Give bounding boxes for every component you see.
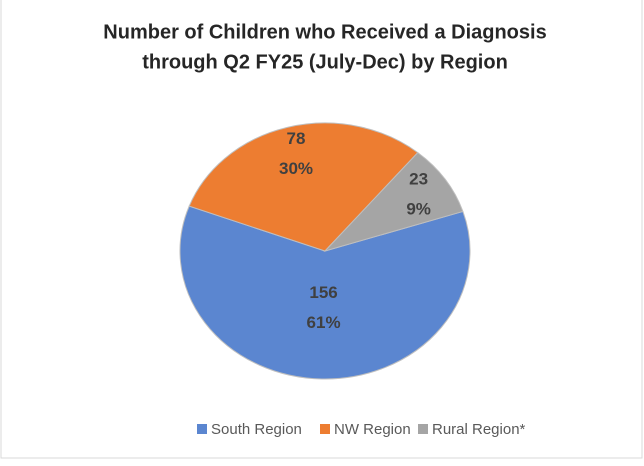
legend-swatch bbox=[197, 424, 207, 434]
data-label: 23 bbox=[409, 169, 428, 188]
chart-title: Number of Children who Received a Diagno… bbox=[103, 21, 546, 43]
chart-title: through Q2 FY25 (July-Dec) by Region bbox=[142, 51, 508, 73]
legend-label: NW Region bbox=[334, 421, 411, 438]
pie-slice bbox=[179, 205, 471, 380]
legend-label: South Region bbox=[211, 421, 302, 438]
legend-label: Rural Region* bbox=[432, 421, 526, 438]
pie-slice bbox=[323, 151, 464, 252]
legend-swatch bbox=[418, 424, 428, 434]
percent-label: 30% bbox=[279, 159, 313, 178]
pie-slice bbox=[188, 122, 419, 252]
percent-label: 61% bbox=[307, 313, 341, 332]
data-label: 78 bbox=[287, 129, 306, 148]
legend-swatch bbox=[320, 424, 330, 434]
data-label: 156 bbox=[309, 283, 337, 302]
percent-label: 9% bbox=[406, 199, 431, 218]
